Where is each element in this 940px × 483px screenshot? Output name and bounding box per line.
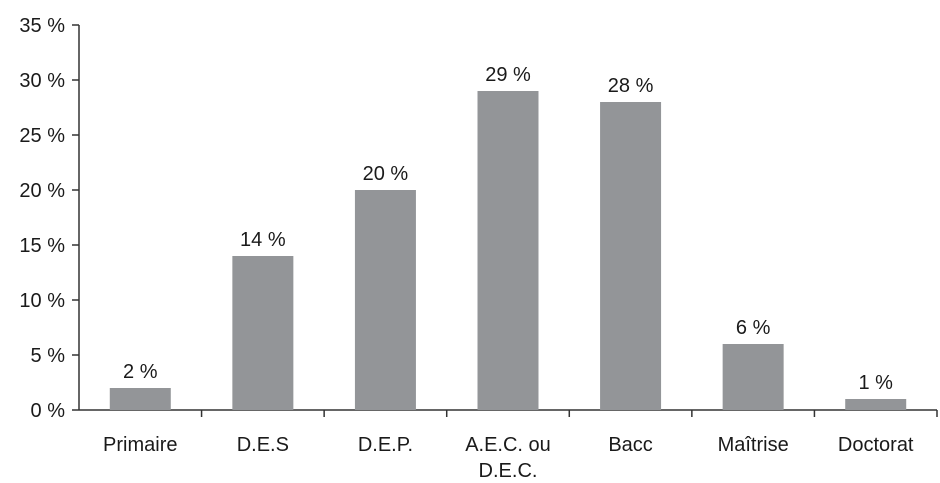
y-tick-label: 35 %	[19, 15, 65, 37]
x-tick-label: Primaire	[103, 434, 177, 456]
y-tick-label: 0 %	[31, 400, 66, 422]
y-tick-label: 15 %	[19, 235, 65, 257]
data-label: 1 %	[858, 372, 893, 394]
data-label: 2 %	[123, 361, 158, 383]
y-tick-label: 30 %	[19, 70, 65, 92]
data-label: 6 %	[736, 317, 771, 339]
data-label: 14 %	[240, 229, 286, 251]
y-axis: 0 % 5 % 10 % 15 % 20 % 25 % 30 % 35 %	[19, 15, 80, 422]
bar	[600, 102, 662, 410]
y-tick-label: 25 %	[19, 125, 65, 147]
data-label: 20 %	[363, 163, 409, 185]
bar	[109, 388, 171, 410]
x-axis: Primaire D.E.S D.E.P. A.E.C. ou D.E.C. Bacc Ma…	[79, 409, 938, 482]
bar	[477, 91, 539, 410]
bar	[354, 190, 416, 410]
data-label: 28 %	[608, 75, 654, 97]
y-tick-label: 20 %	[19, 180, 65, 202]
x-tick-label: A.E.C. ou D.E.C.	[465, 434, 551, 482]
bar	[232, 256, 294, 410]
x-tick-label: Bacc	[608, 434, 652, 456]
y-tick-label: 5 %	[31, 345, 66, 367]
y-tick-label: 10 %	[19, 290, 65, 312]
x-tick-label: D.E.P.	[358, 434, 413, 456]
x-tick-label: D.E.S	[237, 434, 289, 456]
x-tick-label: Doctorat	[838, 434, 914, 456]
bar	[845, 399, 907, 410]
x-tick-label: Maîtrise	[718, 434, 789, 456]
data-label: 29 %	[485, 64, 531, 86]
bar	[722, 344, 784, 410]
data-labels: 2 % 14 % 20 % 29 % 28 % 6 % 1 %	[123, 64, 893, 394]
bars	[109, 91, 907, 410]
